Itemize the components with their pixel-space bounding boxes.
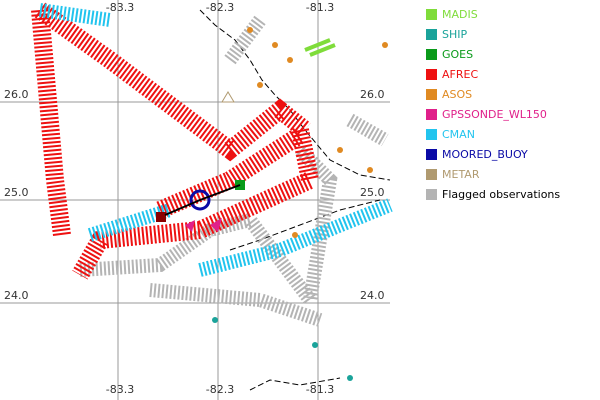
track	[72, 128, 321, 280]
legend-label: MADIS	[442, 8, 478, 21]
lon-label: -81.3	[306, 383, 334, 396]
track	[149, 283, 323, 327]
lon-label: -82.3	[206, 1, 234, 14]
sonde-marker	[185, 218, 222, 232]
buoy-marker	[189, 189, 211, 211]
ship-marker	[312, 342, 318, 348]
lon-label: -82.3	[206, 383, 234, 396]
lon-label: -81.3	[306, 1, 334, 14]
coastlines	[199, 9, 391, 391]
coastline	[229, 199, 381, 251]
legend-label: SHIP	[442, 28, 467, 41]
legend-label: GOES	[442, 48, 473, 61]
coastline	[199, 9, 391, 181]
legend-swatch	[426, 129, 437, 140]
lat-label: 24.0	[360, 289, 385, 302]
legend-label: MOORED_BUOY	[442, 148, 528, 161]
track	[34, 2, 311, 162]
legend-label: Flagged observations	[442, 188, 560, 201]
track	[198, 198, 393, 277]
legend-label: METAR	[442, 168, 480, 181]
lat-label: 26.0	[360, 88, 385, 101]
track	[79, 145, 338, 318]
metar-marker	[221, 91, 235, 103]
coordinate-labels: -83.3 -83.3 -82.3 -82.3 -81.3 -81.3 26.0 26.0 25…	[4, 1, 385, 396]
legend-swatch	[426, 89, 437, 100]
flagged-tracks	[79, 15, 389, 327]
track	[31, 9, 71, 237]
track	[224, 15, 389, 147]
legend-swatch	[426, 29, 437, 40]
ship-marker	[212, 317, 218, 323]
track	[156, 127, 305, 219]
lat-label: 24.0	[4, 289, 29, 302]
legend-label: AFREC	[442, 68, 478, 81]
legend-swatch	[426, 109, 437, 120]
legend-label: CMAN	[442, 128, 475, 141]
legend-swatch	[426, 169, 437, 180]
legend-label: ASOS	[442, 88, 472, 101]
track	[164, 184, 241, 216]
madis-barbs	[304, 38, 336, 57]
asos-markers	[247, 27, 388, 238]
legend-swatch	[426, 149, 437, 160]
lat-label: 26.0	[4, 88, 29, 101]
lat-label: 25.0	[360, 186, 385, 199]
legend-swatch	[426, 49, 437, 60]
legend: MADIS SHIP GOES AFREC ASOS GPSSONDE_WL150 CMAN…	[426, 8, 560, 201]
legend-swatch	[426, 69, 437, 80]
marker	[156, 212, 166, 222]
legend-swatch	[426, 189, 437, 200]
legend-swatch	[426, 9, 437, 20]
lat-label: 25.0	[4, 186, 29, 199]
station-markers	[156, 27, 388, 381]
lon-label: -83.3	[106, 1, 134, 14]
legend-label: GPSSONDE_WL150	[442, 108, 547, 121]
lon-label: -83.3	[106, 383, 134, 396]
ship-marker	[347, 375, 353, 381]
coastline	[249, 377, 341, 391]
afrec-tracks	[31, 2, 321, 280]
